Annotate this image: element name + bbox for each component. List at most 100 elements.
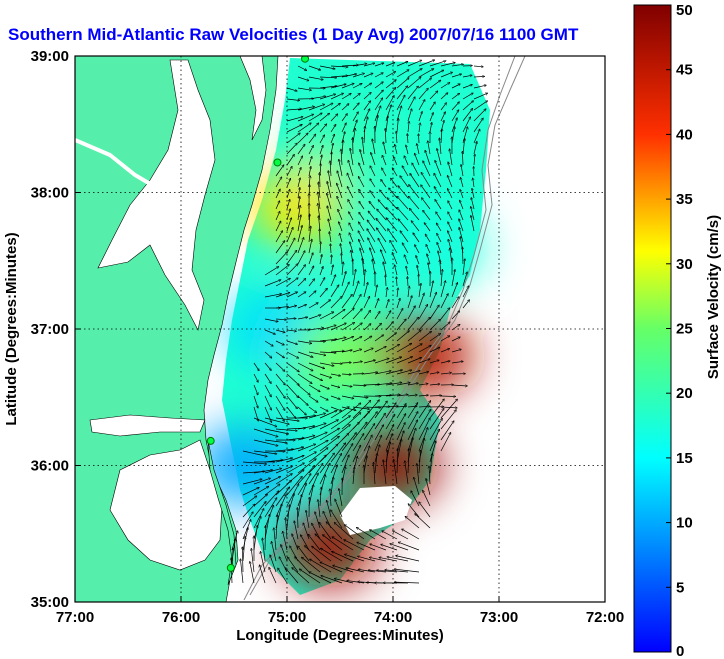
velocity-arrow	[319, 362, 334, 366]
velocity-arrow	[460, 178, 464, 188]
velocity-arrow	[240, 559, 244, 584]
velocity-arrow	[308, 534, 321, 551]
velocity-arrow	[319, 86, 337, 89]
velocity-arrow	[330, 265, 333, 276]
velocity-arrow	[429, 360, 439, 364]
velocity-arrow	[473, 93, 488, 100]
velocity-arrow	[281, 545, 288, 562]
velocity-arrow	[378, 200, 387, 210]
velocity-arrow	[394, 157, 398, 166]
velocity-arrow	[352, 93, 360, 100]
velocity-arrow	[462, 117, 471, 133]
velocity-arrow	[297, 265, 306, 276]
velocity-arrow	[308, 373, 322, 381]
velocity-arrow	[253, 373, 258, 382]
velocity-arrow	[308, 362, 325, 369]
velocity-arrow	[459, 210, 464, 221]
velocity-arrow	[337, 196, 343, 210]
velocity-arrow	[429, 347, 440, 353]
velocity-arrow	[275, 384, 285, 398]
velocity-arrow	[381, 544, 398, 551]
velocity-arrow	[429, 466, 430, 485]
velocity-arrow	[435, 161, 442, 177]
velocity-arrow	[462, 300, 470, 309]
velocity-arrow	[308, 432, 327, 441]
velocity-arrow	[308, 406, 317, 413]
velocity-arrow	[440, 349, 450, 353]
velocity-arrow	[369, 557, 387, 562]
velocity-arrow	[385, 403, 396, 419]
velocity-arrow	[364, 126, 365, 144]
velocity-arrow	[352, 395, 368, 398]
velocity-arrow	[374, 401, 387, 419]
velocity-arrow	[297, 133, 308, 144]
velocity-arrow	[253, 362, 259, 371]
colorbar-gradient	[633, 4, 672, 653]
velocity-arrow	[352, 467, 355, 485]
velocity-arrow	[339, 159, 343, 177]
velocity-arrow	[382, 531, 398, 540]
velocity-arrow	[330, 425, 350, 441]
velocity-arrow	[330, 477, 333, 496]
velocity-arrow	[418, 305, 428, 320]
colorbar-ticks: 0 5 10 15 20 25 30 35 40 45 50	[666, 2, 693, 659]
velocity-arrow	[319, 103, 333, 111]
velocity-arrow	[308, 303, 318, 309]
velocity-arrow	[471, 216, 475, 232]
velocity-arrow	[308, 413, 325, 419]
velocity-arrow	[352, 73, 364, 78]
velocity-arrow	[308, 266, 314, 276]
velocity-arrow	[370, 191, 376, 199]
velocity-arrow	[459, 219, 464, 232]
velocity-arrow	[301, 535, 310, 551]
velocity-arrow	[407, 420, 418, 441]
velocity-arrow	[396, 357, 413, 364]
velocity-arrow	[275, 165, 284, 177]
velocity-arrow	[308, 395, 318, 402]
velocity-arrow	[422, 198, 431, 210]
velocity-arrow	[426, 245, 431, 254]
velocity-arrow	[383, 142, 387, 155]
velocity-arrow	[341, 350, 352, 353]
velocity-arrow	[342, 140, 343, 155]
velocity-arrow	[440, 421, 454, 441]
velocity-arrow	[418, 395, 428, 396]
velocity-arrow	[330, 103, 340, 111]
velocity-arrow	[451, 361, 463, 364]
velocity-arrow	[319, 436, 339, 452]
velocity-arrow	[406, 266, 409, 276]
velocity-arrow	[451, 297, 459, 309]
velocity-arrow	[385, 333, 396, 342]
velocity-arrow	[330, 443, 346, 463]
velocity-arrow	[473, 66, 483, 67]
velocity-arrow	[404, 156, 409, 166]
velocity-arrow	[363, 63, 375, 67]
velocity-arrow	[286, 518, 288, 540]
velocity-arrow	[297, 123, 311, 133]
velocity-arrow	[471, 198, 475, 210]
x-tick-label: 72:00	[586, 609, 624, 626]
velocity-arrow	[253, 428, 278, 437]
velocity-arrow	[398, 542, 420, 551]
velocity-arrow	[374, 285, 377, 298]
velocity-arrow	[447, 176, 453, 188]
velocity-arrow	[374, 435, 382, 452]
station-marker-3	[206, 436, 215, 445]
velocity-arrow	[286, 117, 303, 122]
velocity-arrow	[264, 294, 281, 298]
velocity-arrow	[400, 176, 409, 188]
velocity-arrow	[341, 65, 358, 66]
velocity-arrow	[297, 395, 308, 405]
velocity-arrow	[396, 309, 403, 320]
velocity-arrow	[323, 535, 343, 551]
velocity-arrow	[374, 462, 376, 485]
velocity-arrow	[407, 86, 418, 100]
velocity-arrow	[319, 395, 328, 400]
colorbar-tick-label: 20	[676, 385, 693, 402]
velocity-arrow	[308, 167, 311, 177]
velocity-arrow	[242, 461, 267, 464]
velocity-arrow	[297, 197, 300, 210]
velocity-arrow	[374, 371, 391, 375]
velocity-arrow	[341, 444, 353, 463]
velocity-arrow	[297, 87, 311, 90]
